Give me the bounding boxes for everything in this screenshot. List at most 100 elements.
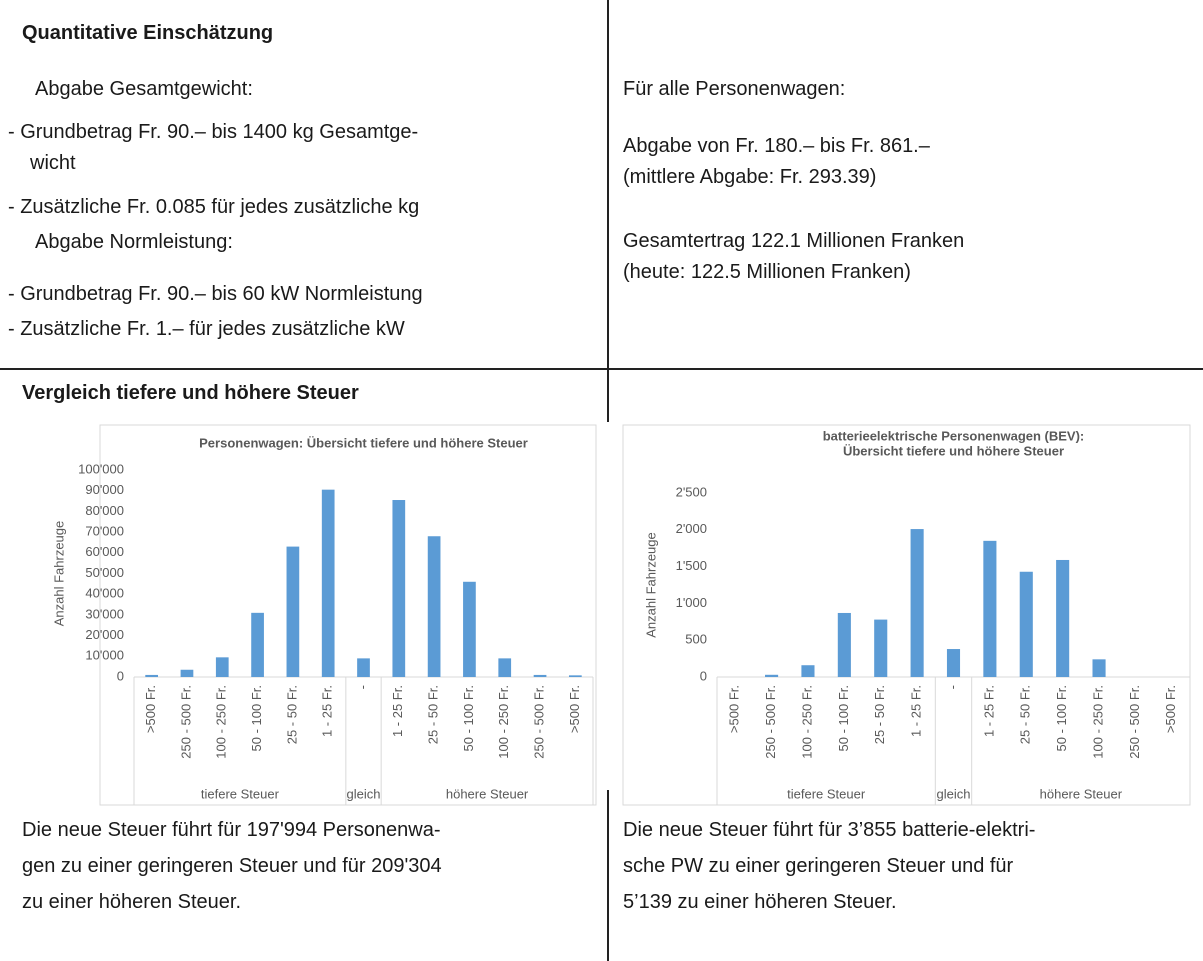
x-tick-label: - bbox=[355, 685, 370, 689]
y-tick-label: 90'000 bbox=[85, 482, 124, 497]
x-tick-label: >500 Fr. bbox=[567, 685, 582, 733]
x-tick-label: >500 Fr. bbox=[143, 685, 158, 733]
subheading: Abgabe Gesamtgewicht: bbox=[35, 78, 253, 100]
bar bbox=[1019, 571, 1033, 677]
paragraph: (mittlere Abgabe: Fr. 293.39) bbox=[623, 166, 877, 188]
y-tick-label: 2'000 bbox=[676, 521, 707, 536]
heading: Vergleich tiefere und höhere Steuer bbox=[22, 382, 359, 404]
x-tick-label: 25 - 50 Fr. bbox=[872, 685, 887, 744]
subheading: Abgabe Normleistung: bbox=[35, 231, 233, 253]
chart-frame bbox=[622, 424, 1191, 806]
x-tick-label: 250 - 500 Fr. bbox=[763, 685, 778, 759]
x-tick-label: 100 - 250 Fr. bbox=[1090, 685, 1105, 759]
bar bbox=[533, 674, 547, 677]
bar bbox=[215, 657, 229, 677]
x-tick-label: 100 - 250 Fr. bbox=[799, 685, 814, 759]
bar bbox=[251, 612, 264, 677]
x-tick-label: >500 Fr. bbox=[1163, 685, 1178, 733]
bar bbox=[180, 669, 194, 677]
y-tick-label: 50'000 bbox=[85, 565, 124, 580]
group-label: tiefere Steuer bbox=[201, 786, 280, 801]
chart-frame bbox=[99, 424, 597, 806]
bar bbox=[321, 489, 335, 677]
bar bbox=[874, 619, 888, 677]
caption: gen zu einer geringeren Steuer und für 2… bbox=[22, 855, 442, 877]
heading: Quantitative Einschätzung bbox=[22, 22, 274, 44]
y-tick-label: 1'500 bbox=[676, 558, 707, 573]
y-tick-label: 80'000 bbox=[85, 503, 124, 518]
y-tick-label: 10'000 bbox=[85, 648, 124, 663]
intro: Für alle Personenwagen: bbox=[623, 78, 846, 100]
bullet: - Zusätzliche Fr. 0.085 für jedes zusätz… bbox=[8, 196, 420, 218]
x-tick-label: - bbox=[945, 685, 960, 689]
paragraph: Abgabe von Fr. 180.– bis Fr. 861.– bbox=[623, 135, 930, 157]
group-label: tiefere Steuer bbox=[787, 786, 866, 801]
chart-title: Übersicht tiefere und höhere Steuer bbox=[843, 443, 1064, 458]
bar bbox=[463, 581, 476, 677]
bar bbox=[286, 546, 300, 677]
paragraph: Gesamtertrag 122.1 Millionen Franken bbox=[623, 230, 965, 252]
y-tick-label: 40'000 bbox=[85, 586, 124, 601]
group-label: höhere Steuer bbox=[1040, 786, 1123, 801]
x-tick-label: 250 - 500 Fr. bbox=[178, 685, 193, 759]
bar bbox=[145, 674, 159, 677]
bar bbox=[910, 529, 924, 677]
caption: Die neue Steuer führt für 197'994 Person… bbox=[22, 819, 441, 841]
y-tick-label: 100'000 bbox=[78, 461, 124, 476]
caption: sche PW zu einer geringeren Steuer und f… bbox=[623, 855, 1014, 877]
y-axis-label: Anzahl Fahrzeuge bbox=[643, 532, 658, 638]
bullet: wicht bbox=[30, 152, 76, 174]
column-divider bbox=[607, 0, 609, 422]
y-tick-label: 2'500 bbox=[676, 484, 707, 499]
column-divider bbox=[607, 790, 609, 961]
section-divider bbox=[0, 368, 1203, 370]
bar bbox=[357, 658, 370, 677]
x-tick-label: 50 - 100 Fr. bbox=[461, 685, 476, 751]
x-tick-label: 50 - 100 Fr. bbox=[1054, 685, 1069, 751]
y-tick-label: 30'000 bbox=[85, 606, 124, 621]
x-tick-label: 50 - 100 Fr. bbox=[836, 685, 851, 751]
group-label: gleich bbox=[347, 786, 381, 801]
x-tick-label: >500 Fr. bbox=[727, 685, 742, 733]
group-label: gleich bbox=[937, 786, 971, 801]
bar bbox=[427, 536, 441, 677]
x-tick-label: 1 - 25 Fr. bbox=[390, 685, 405, 737]
caption: Die neue Steuer führt für 3’855 batterie… bbox=[623, 819, 1036, 841]
y-tick-label: 500 bbox=[685, 632, 707, 647]
chart-title: Personenwagen: Übersicht tiefere und höh… bbox=[199, 435, 528, 450]
y-tick-label: 1'000 bbox=[676, 595, 707, 610]
x-tick-label: 100 - 250 Fr. bbox=[214, 685, 229, 759]
caption: 5’139 zu einer höheren Steuer. bbox=[623, 891, 897, 913]
x-tick-label: 250 - 500 Fr. bbox=[1127, 685, 1142, 759]
bullet: - Grundbetrag Fr. 90.– bis 1400 kg Gesam… bbox=[8, 121, 419, 143]
bar bbox=[568, 675, 582, 677]
x-tick-label: 25 - 50 Fr. bbox=[426, 685, 441, 744]
y-tick-label: 60'000 bbox=[85, 544, 124, 559]
bar bbox=[1056, 559, 1070, 677]
x-tick-label: 50 - 100 Fr. bbox=[249, 685, 264, 751]
y-axis-label: Anzahl Fahrzeuge bbox=[51, 521, 66, 627]
bullet: - Zusätzliche Fr. 1.– für jedes zusätzli… bbox=[8, 318, 405, 340]
bar bbox=[498, 658, 512, 677]
x-tick-label: 1 - 25 Fr. bbox=[909, 685, 924, 737]
bar bbox=[392, 500, 406, 677]
bar bbox=[765, 674, 779, 677]
y-tick-label: 20'000 bbox=[85, 627, 124, 642]
paragraph: (heute: 122.5 Millionen Franken) bbox=[623, 261, 911, 283]
bullet: - Grundbetrag Fr. 90.– bis 60 kW Normlei… bbox=[8, 283, 423, 305]
x-tick-label: 25 - 50 Fr. bbox=[284, 685, 299, 744]
group-label: höhere Steuer bbox=[446, 786, 529, 801]
x-tick-label: 1 - 25 Fr. bbox=[981, 685, 996, 737]
caption: zu einer höheren Steuer. bbox=[22, 891, 242, 913]
bar bbox=[801, 665, 815, 677]
chart-title: batterieelektrische Personenwagen (BEV): bbox=[823, 428, 1085, 443]
y-tick-label: 0 bbox=[700, 668, 707, 683]
bar bbox=[946, 649, 961, 677]
y-tick-label: 0 bbox=[117, 668, 124, 683]
bar bbox=[983, 540, 997, 677]
x-tick-label: 250 - 500 Fr. bbox=[531, 685, 546, 759]
bar bbox=[837, 612, 851, 677]
x-tick-label: 100 - 250 Fr. bbox=[496, 685, 511, 759]
bar bbox=[1092, 659, 1106, 677]
